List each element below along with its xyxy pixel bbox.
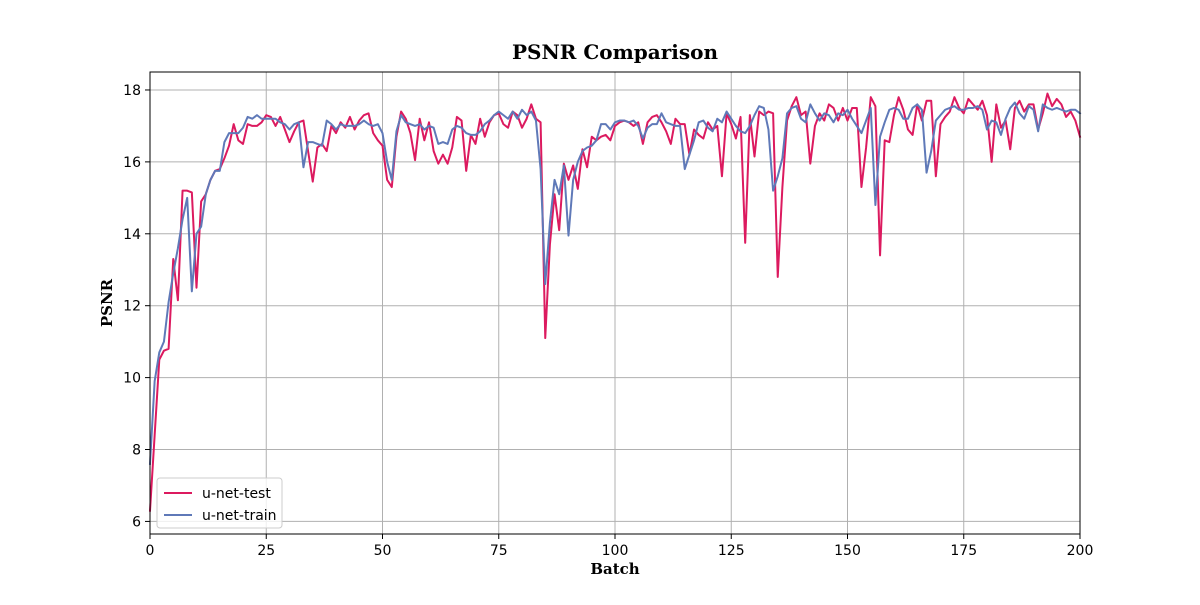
x-axis-label: Batch (590, 560, 639, 578)
series-line-u-net-test (148, 92, 1082, 512)
x-tick-label: 25 (257, 543, 275, 559)
y-tick-label: 18 (123, 83, 141, 99)
x-tick-label: 75 (490, 543, 508, 559)
y-tick-label: 6 (132, 514, 141, 530)
x-tick-label: 125 (718, 543, 745, 559)
x-tick-label: 175 (950, 543, 977, 559)
legend-label: u-net-test (202, 486, 271, 502)
y-tick-label: 14 (123, 227, 141, 243)
legend: u-net-test u-net-train (156, 477, 283, 529)
legend-label: u-net-train (202, 508, 277, 524)
chart-title: PSNR Comparison (512, 40, 718, 64)
x-tick-label: 200 (1067, 543, 1094, 559)
y-tick-label: 16 (123, 155, 141, 171)
y-tick-label: 10 (123, 371, 141, 387)
y-tick-label: 12 (123, 299, 141, 315)
x-tick-label: 50 (374, 543, 392, 559)
series-lines (148, 92, 1082, 512)
series-line-u-net-train (148, 101, 1082, 465)
y-axis-label: PSNR (98, 278, 116, 327)
y-tick-label: 8 (132, 443, 141, 459)
grid-lines (149, 72, 1081, 534)
x-tick-label: 150 (834, 543, 861, 559)
x-tick-label: 0 (146, 543, 155, 559)
axis-ticks: 0 25 50 75 100 125 150 175 200 6 8 10 12 14 16 18 (123, 83, 1093, 559)
x-tick-label: 100 (602, 543, 629, 559)
